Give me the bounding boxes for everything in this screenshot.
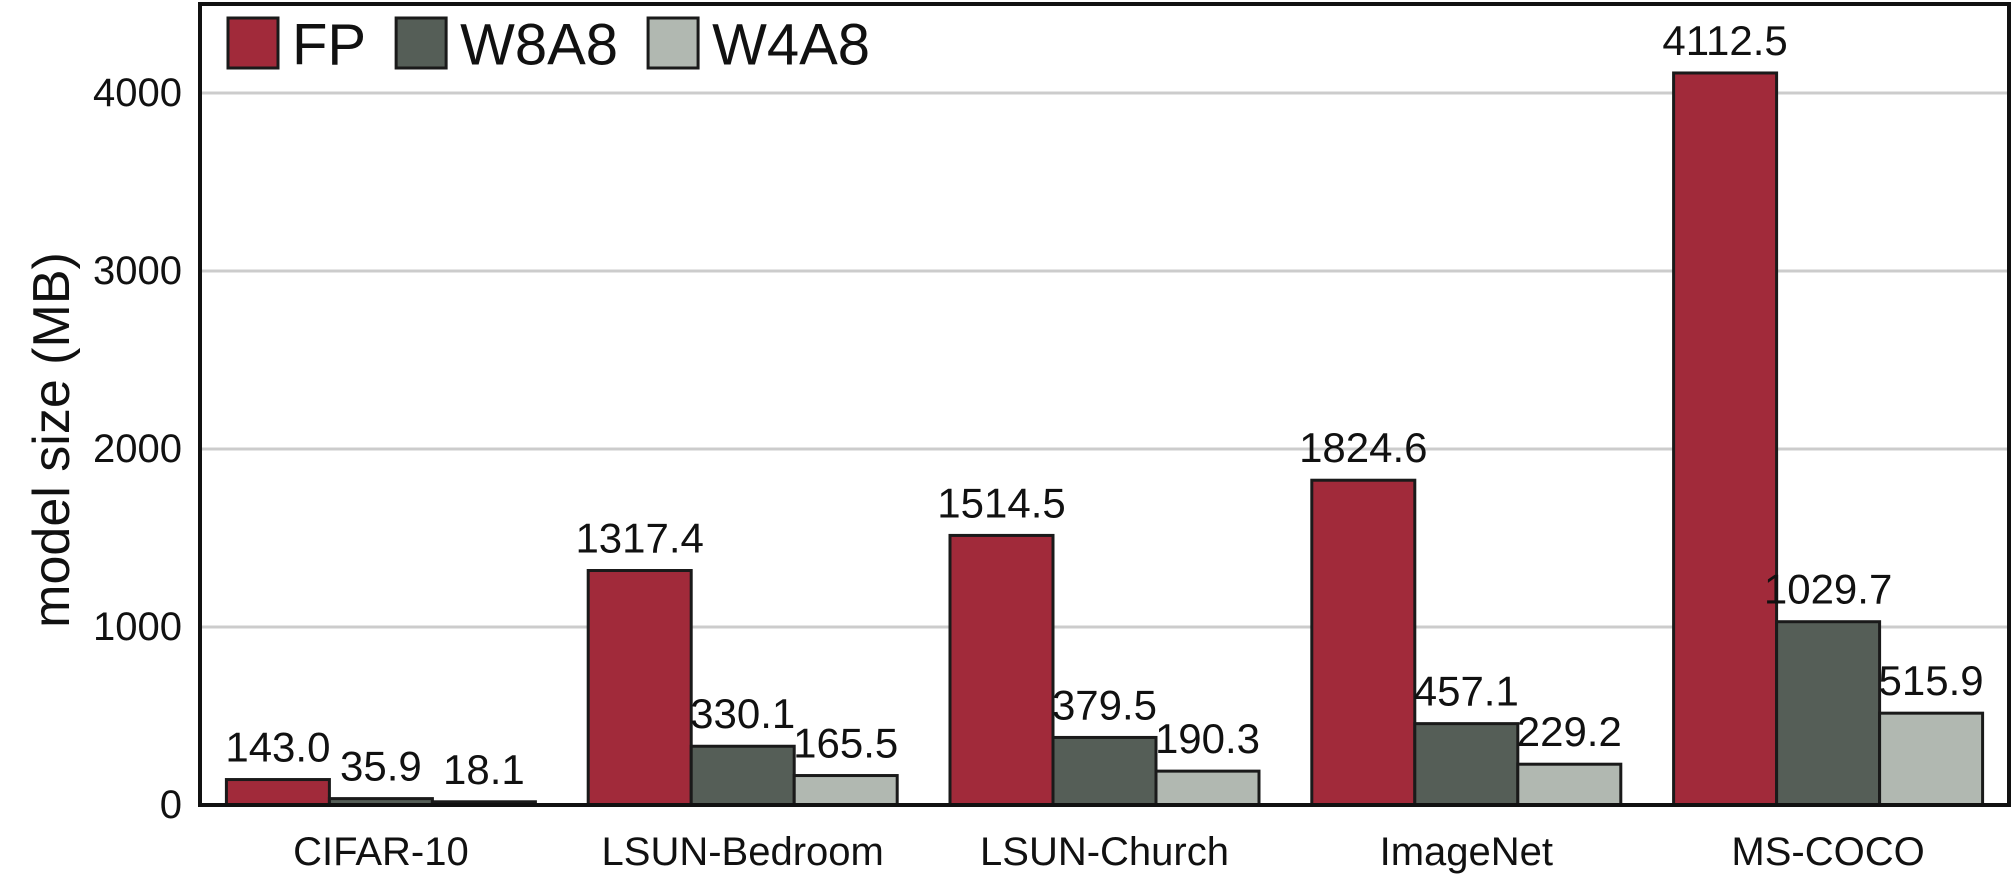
legend-label: W4A8 [712,13,870,78]
data-label: 143.0 [225,724,330,771]
data-label: 1824.6 [1299,424,1427,471]
y-tick-label: 2000 [93,427,182,471]
legend: FP W8A8 W4A8 [226,13,870,78]
bar-w4a8-lsun-bedroom [792,774,899,807]
y-tick-label: 4000 [93,71,182,115]
data-label: 330.1 [690,690,795,737]
data-label: 1029.7 [1764,566,1892,613]
y-axis: 0 1000 2000 3000 4000 [93,71,182,827]
data-label: 379.5 [1052,681,1157,728]
x-tick-label: MS-COCO [1731,830,1924,874]
plot-frame [198,2,2011,807]
y-axis-title: model size (MB) [23,252,81,628]
data-label: 457.1 [1414,668,1519,715]
legend-swatch [646,16,700,70]
data-label: 35.9 [340,743,422,790]
x-tick-label: LSUN-Church [980,830,1229,874]
bar-w8a8-lsun-church [1051,735,1158,807]
legend-label: FP [292,13,366,78]
data-label: 18.1 [443,746,525,793]
bar-w4a8-lsun-church [1154,769,1261,807]
y-tick-label: 1000 [93,605,182,649]
bar-fp-lsun-church [948,533,1055,807]
data-label: 1317.4 [575,515,703,562]
x-tick-label: CIFAR-10 [293,830,469,874]
bar-fp-imagenet [1310,478,1417,807]
bar-w8a8-ms-coco [1775,620,1882,807]
bar-fp-ms-coco [1672,71,1779,807]
bars [224,71,1985,807]
bar-w4a8-ms-coco [1878,711,1985,807]
y-tick-label: 0 [160,783,182,827]
data-label: 1514.5 [937,479,1065,526]
x-tick-label: LSUN-Bedroom [602,830,884,874]
legend-swatch [226,16,280,70]
data-label: 4112.5 [1662,17,1787,64]
legend-label: W8A8 [460,13,618,78]
data-label: 190.3 [1155,715,1260,762]
data-label: 229.2 [1517,708,1622,755]
bar-w8a8-lsun-bedroom [689,744,796,807]
bar-w4a8-imagenet [1516,762,1623,807]
legend-swatch [394,16,448,70]
data-label: 515.9 [1879,657,1984,704]
bar-fp-lsun-bedroom [586,569,693,807]
bar-w8a8-imagenet [1413,722,1520,807]
data-label: 165.5 [793,720,898,767]
bar-fp-cifar-10 [224,778,331,807]
x-axis: CIFAR-10 LSUN-Bedroom LSUN-Church ImageNet M… [293,830,1925,874]
x-tick-label: ImageNet [1380,830,1553,874]
y-tick-label: 3000 [93,249,182,293]
